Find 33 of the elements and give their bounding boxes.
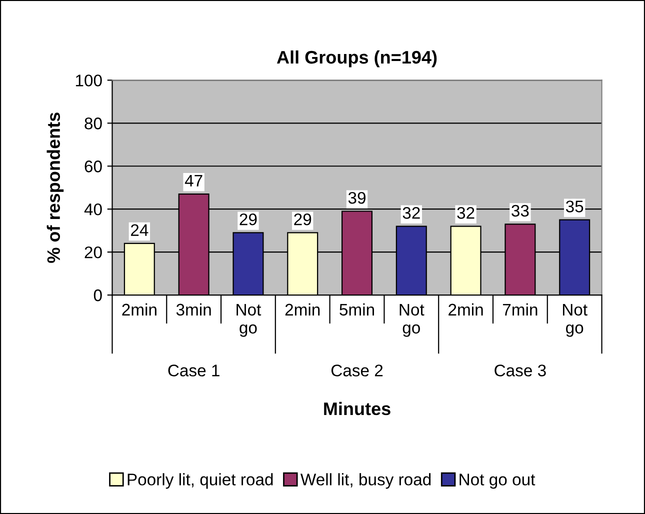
data-label: 47 bbox=[184, 174, 202, 186]
legend-label: Poorly lit, quiet road bbox=[128, 473, 273, 489]
data-label: 32 bbox=[402, 207, 420, 219]
y-tick-label: 60 bbox=[84, 160, 102, 172]
legend-label: Not go out bbox=[460, 474, 536, 489]
data-label: 35 bbox=[566, 200, 584, 212]
x-tick-label: Not go bbox=[562, 304, 588, 337]
x-tick-label: 2min bbox=[285, 303, 320, 316]
data-label: 24 bbox=[131, 224, 148, 236]
x-axis-title: Minutes bbox=[324, 402, 390, 416]
text: Case 1 bbox=[168, 364, 220, 376]
y-tick-label: 0 bbox=[94, 289, 102, 302]
data-label: 29 bbox=[294, 213, 312, 226]
x-tick-label: 2min bbox=[122, 303, 156, 316]
text: Case 3 bbox=[494, 364, 546, 376]
y-tick-label: 80 bbox=[84, 118, 102, 130]
legend-label: Well lit, busy road bbox=[300, 473, 431, 489]
y-axis-title: % of respondents bbox=[46, 112, 64, 263]
chart-title: All Groups (n=194) bbox=[276, 50, 437, 68]
x-tick-label: 5min bbox=[340, 303, 374, 316]
data-label: 32 bbox=[457, 207, 474, 219]
x-tick-label: Not go bbox=[236, 304, 262, 337]
y-tick-label: 100 bbox=[76, 74, 102, 86]
data-label: 29 bbox=[240, 213, 257, 226]
data-label: 39 bbox=[348, 192, 366, 204]
x-tick-label: 3min bbox=[176, 303, 211, 316]
text: Case 2 bbox=[331, 364, 383, 376]
x-tick-label: Not go bbox=[400, 304, 424, 337]
y-tick-label: 20 bbox=[84, 246, 102, 258]
x-tick-label: 7min bbox=[502, 303, 538, 316]
data-label: 33 bbox=[512, 204, 529, 217]
x-tick-label: 2min bbox=[448, 303, 483, 316]
y-tick-label: 40 bbox=[84, 203, 102, 216]
